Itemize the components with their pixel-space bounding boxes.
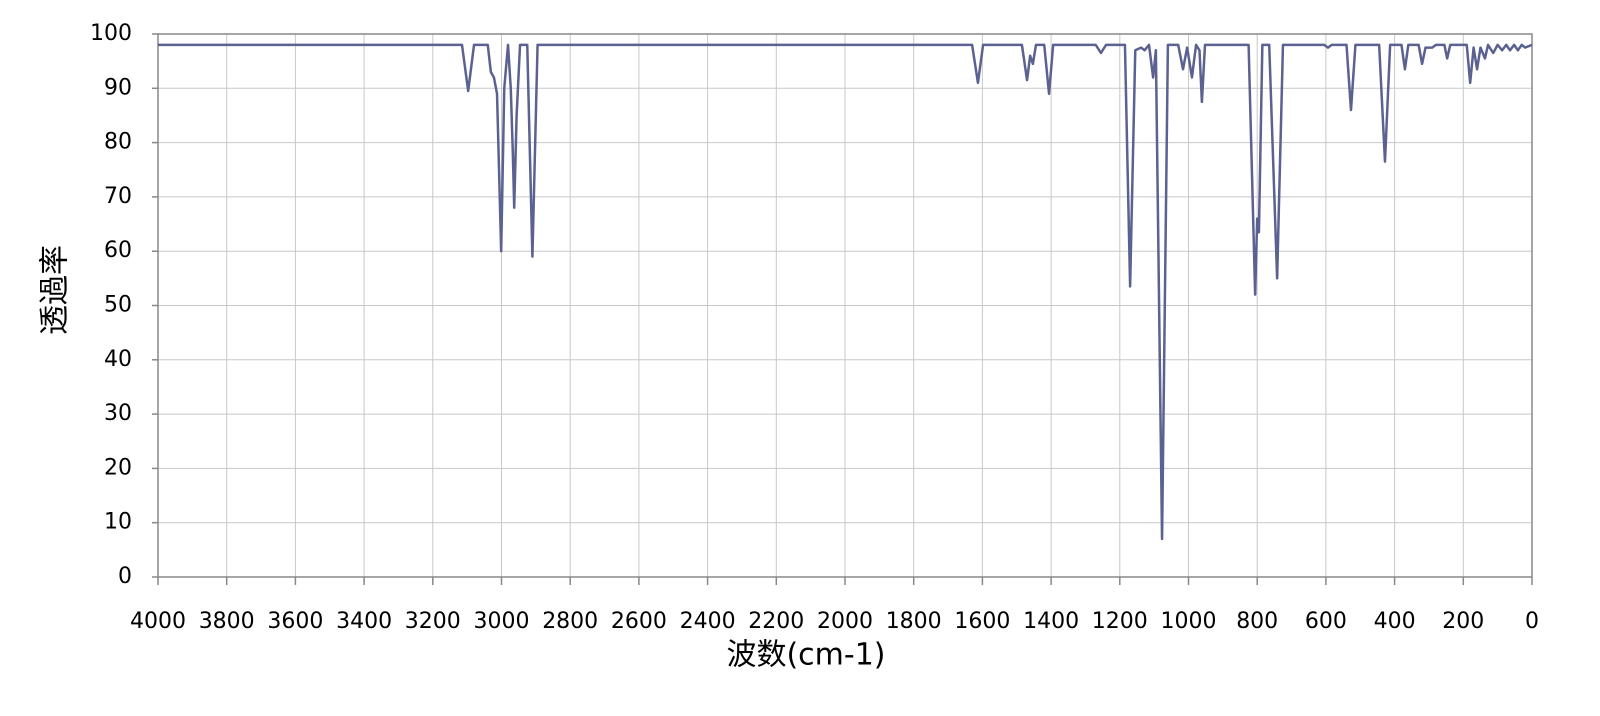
x-tick-label: 0 (1525, 609, 1539, 634)
x-tick-label: 1200 (1092, 609, 1148, 634)
x-tick-label: 2800 (542, 609, 598, 634)
y-tick-label: 80 (104, 130, 132, 155)
y-tick-label: 100 (90, 21, 132, 46)
y-tick-label: 60 (104, 238, 132, 263)
x-tick-label: 1800 (886, 609, 942, 634)
y-tick-label: 10 (104, 510, 132, 535)
x-tick-label: 2000 (817, 609, 873, 634)
y-tick-label: 90 (104, 75, 132, 100)
x-tick-label: 1400 (1023, 609, 1079, 634)
plot-frame (157, 33, 1533, 578)
x-tick-label: 400 (1374, 609, 1416, 634)
x-tick-label: 2200 (748, 609, 804, 634)
x-tick-label: 3800 (199, 609, 255, 634)
x-tick-label: 4000 (130, 609, 186, 634)
x-tick-label: 1000 (1161, 609, 1217, 634)
x-axis-title: 波数(cm-1) (726, 638, 885, 673)
y-tick-label: 30 (104, 401, 132, 426)
x-tick-label: 600 (1305, 609, 1347, 634)
y-tick-label: 70 (104, 184, 132, 209)
x-tick-label: 2600 (611, 609, 667, 634)
x-tick-label: 1600 (954, 609, 1010, 634)
x-tick-label: 3200 (405, 609, 461, 634)
spectrum-line (158, 43, 1533, 541)
x-tick-label: 2400 (680, 609, 736, 634)
x-tick-label: 3000 (474, 609, 530, 634)
y-tick-label: 20 (104, 455, 132, 480)
y-tick-label: 40 (104, 347, 132, 372)
x-tick-label: 800 (1236, 609, 1278, 634)
x-tick-label: 3400 (336, 609, 392, 634)
x-tick-label: 200 (1442, 609, 1484, 634)
y-axis-title: 透過率 (38, 245, 73, 335)
x-tick-label: 3600 (267, 609, 323, 634)
y-tick-label: 0 (118, 564, 132, 589)
y-tick-label: 50 (104, 293, 132, 318)
